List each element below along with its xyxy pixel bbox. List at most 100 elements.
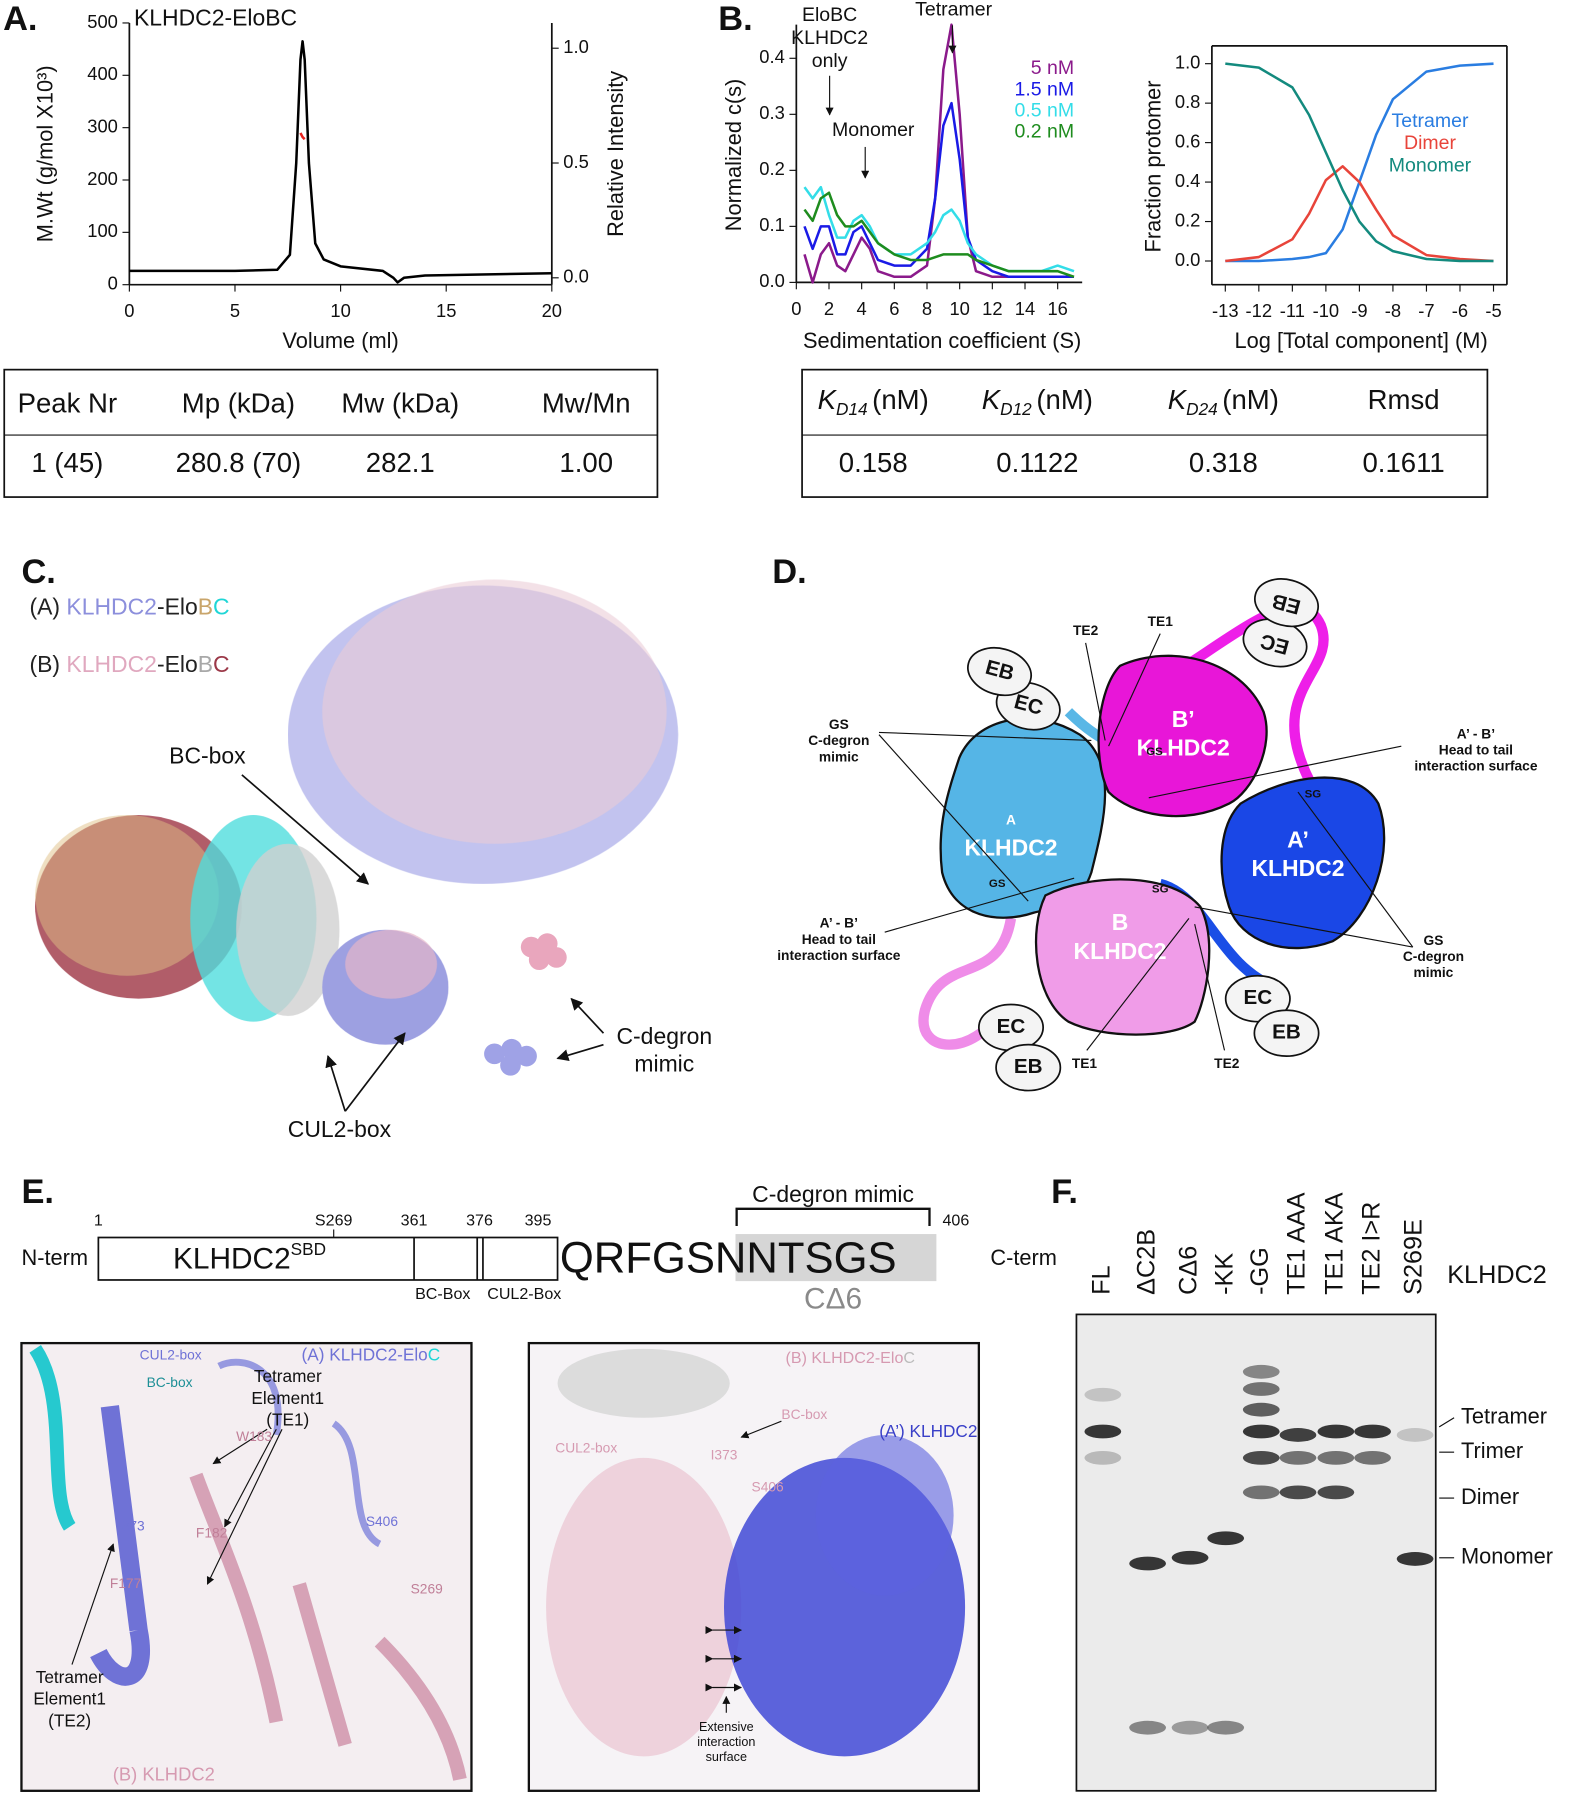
label: N-term xyxy=(21,1245,88,1270)
y-axis-title: M.Wt (g/mol X10³) xyxy=(32,65,57,242)
structure xyxy=(35,579,679,1045)
subunit xyxy=(1220,776,1386,950)
table-border xyxy=(3,368,659,498)
y-axis-title: Normalized c(s) xyxy=(721,79,746,232)
x-tick-label: 0 xyxy=(124,300,134,321)
label: Tetramer xyxy=(36,1667,104,1687)
gel-band xyxy=(1129,1556,1166,1571)
table-header: Rmsd xyxy=(1368,384,1440,415)
blob xyxy=(1253,1009,1320,1057)
series-line xyxy=(1225,62,1494,263)
band-tick xyxy=(1438,1417,1455,1428)
y-tick-label: 0.0 xyxy=(1175,249,1201,270)
legend-part: KLHDC2 xyxy=(66,651,157,677)
x-tick-label: -10 xyxy=(1313,300,1340,321)
band-label: Trimer xyxy=(1461,1438,1523,1463)
table-header: Mp (kDa) xyxy=(182,388,295,419)
label: Element1 xyxy=(33,1689,106,1709)
legend-entry: 0.5 nM xyxy=(1015,100,1075,122)
y-tick-label: 0.6 xyxy=(1175,130,1201,151)
y2-tick-label: 1.0 xyxy=(563,36,589,57)
legend-part: (B) xyxy=(29,651,66,677)
lane-label: -KK xyxy=(1210,1253,1238,1295)
residue: W183 xyxy=(236,1429,272,1444)
gel-band xyxy=(1396,1428,1434,1442)
blob xyxy=(995,1043,1062,1092)
domain-label: KLHDC2SBD xyxy=(173,1239,326,1276)
lane-label: -GG xyxy=(1246,1247,1274,1295)
label: surface xyxy=(706,1750,747,1764)
panel-f: FL ΔC2B CΔ6 -KK -GG TE1 AAA TE1 AKA TE2 I>R S269… xyxy=(1075,1192,1553,1792)
table-b: 0.158 0.1122 0.318 0.1611 KD14 (nM) KD12 (n… xyxy=(801,368,1489,498)
gel-band xyxy=(1084,1424,1122,1439)
gel-band xyxy=(1207,1531,1245,1546)
legend-entry: Dimer xyxy=(1404,132,1457,154)
label: BC-box xyxy=(147,1375,193,1390)
residue: S269 xyxy=(411,1582,443,1597)
y-tick-label: 500 xyxy=(87,11,118,32)
gel-band xyxy=(1354,1424,1391,1439)
y2-tick-label: 0.0 xyxy=(563,266,589,287)
subunit-label: A’ xyxy=(1287,827,1309,853)
position: 376 xyxy=(466,1212,493,1230)
table-header: KD24 (nM) xyxy=(1168,384,1279,418)
subunit-label: KLHDC2 xyxy=(964,835,1057,861)
panel-label: F. xyxy=(1051,1173,1078,1211)
label: mimic xyxy=(819,749,859,764)
legend-part: -Elo xyxy=(157,651,198,677)
subunit xyxy=(1097,654,1268,818)
table-header: KD14 (nM) xyxy=(818,384,929,418)
annotation: EloBC xyxy=(802,4,857,26)
label: interaction surface xyxy=(1414,758,1538,773)
x-tick-label: 14 xyxy=(1015,298,1035,319)
label: (B) KLHDC2 xyxy=(113,1764,215,1785)
x-tick-label: -7 xyxy=(1418,300,1434,321)
x-tick-label: 6 xyxy=(889,298,899,319)
structure-blob xyxy=(236,843,340,1016)
y-tick-label: 200 xyxy=(87,168,118,189)
legend-part: -Elo xyxy=(157,593,198,619)
label: interaction surface xyxy=(777,948,901,963)
series-line xyxy=(1225,165,1494,263)
label: CUL2-box xyxy=(555,1440,617,1455)
panel-label: B. xyxy=(718,0,752,38)
label: C-degron xyxy=(808,733,869,748)
legend-entry: (B) KLHDC2-EloBC xyxy=(29,651,229,677)
structure-blob xyxy=(35,815,219,976)
x-tick-label: 4 xyxy=(857,298,867,319)
label: A’ - B’ xyxy=(1457,726,1495,741)
label: BC-box xyxy=(781,1407,827,1422)
legend-part: C xyxy=(213,593,230,619)
y-tick-label: 0.0 xyxy=(759,270,785,291)
legend-part: (A) xyxy=(29,593,66,619)
annotation: KLHDC2 xyxy=(791,27,868,49)
position: 1 xyxy=(94,1212,103,1230)
panel-c: (A) KLHDC2-EloBC (B) KLHDC2-EloBC BC-box… xyxy=(29,579,712,1142)
header-symbol: K xyxy=(818,384,838,415)
position: S269 xyxy=(315,1212,353,1230)
y-tick-label: 0 xyxy=(108,273,118,294)
annotation: Monomer xyxy=(832,119,915,141)
label: BC-box xyxy=(169,743,246,769)
header-symbol: K xyxy=(982,384,1002,415)
inset xyxy=(20,1341,473,1792)
legend-entry: Monomer xyxy=(1389,155,1472,177)
residue: F177 xyxy=(110,1576,141,1591)
band-label: Monomer xyxy=(1461,1544,1553,1569)
gel-band xyxy=(1242,1402,1280,1417)
legend-entry: Tetramer xyxy=(1392,110,1469,132)
subunit xyxy=(1034,878,1211,1036)
header-subscript: D12 xyxy=(1000,398,1032,418)
header-unit: (nM) xyxy=(872,384,929,415)
y-tick-label: 0.1 xyxy=(759,214,785,235)
gel-band xyxy=(1242,1382,1280,1396)
position: 406 xyxy=(942,1212,969,1230)
gel-band xyxy=(1171,1720,1209,1735)
band-label: Dimer xyxy=(1461,1484,1519,1509)
label: C-degron xyxy=(616,1023,712,1049)
y-tick-label: 1.0 xyxy=(1175,52,1201,73)
label: SG xyxy=(1152,884,1169,896)
table-cell: 1.00 xyxy=(559,447,613,478)
